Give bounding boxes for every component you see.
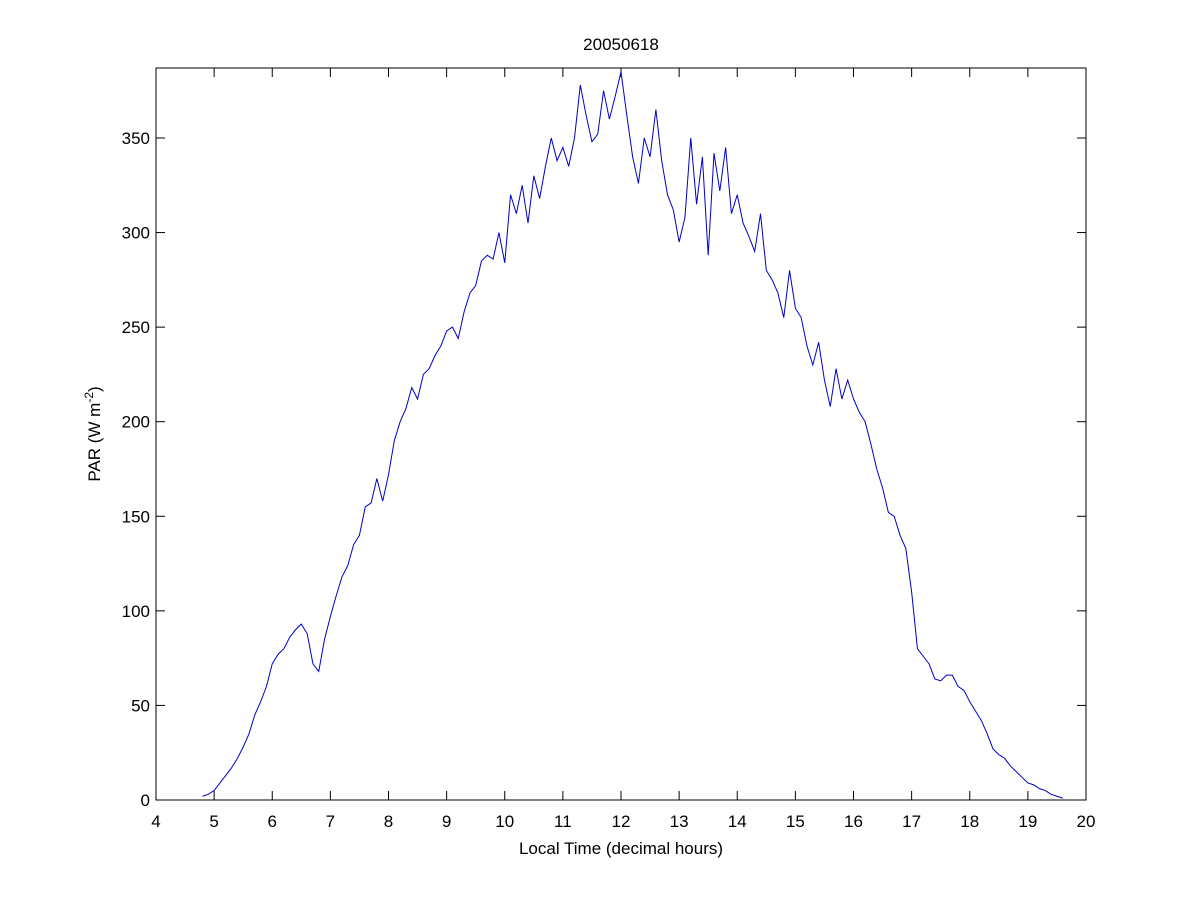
x-tick-label: 18	[960, 812, 979, 831]
y-tick-label: 350	[122, 129, 150, 148]
x-tick-label: 9	[442, 812, 451, 831]
y-axis-label: PAR (W m-2)	[82, 386, 104, 481]
x-tick-label: 15	[786, 812, 805, 831]
y-tick-label: 0	[141, 791, 150, 810]
x-tick-label: 5	[209, 812, 218, 831]
y-axis-label-main: PAR (W m	[85, 403, 104, 482]
plot-area	[156, 68, 1086, 800]
y-axis-label-end: )	[85, 386, 104, 392]
y-tick-label: 250	[122, 318, 150, 337]
y-axis-label-superscript: -2	[82, 392, 96, 403]
x-tick-label: 6	[268, 812, 277, 831]
x-tick-label: 4	[151, 812, 160, 831]
x-tick-label: 10	[495, 812, 514, 831]
y-tick-label: 100	[122, 602, 150, 621]
chart-title: 20050618	[583, 35, 659, 54]
x-tick-label: 14	[728, 812, 747, 831]
axes-box	[155, 67, 1087, 801]
y-tick-label: 200	[122, 413, 150, 432]
x-tick-label: 7	[326, 812, 335, 831]
x-tick-label: 17	[902, 812, 921, 831]
x-tick-label: 19	[1018, 812, 1037, 831]
x-tick-label: 8	[384, 812, 393, 831]
x-axis-label: Local Time (decimal hours)	[519, 839, 723, 858]
data-line	[202, 71, 1063, 799]
x-tick-label: 11	[554, 812, 572, 831]
y-tick-label: 50	[131, 696, 150, 715]
y-tick-label: 300	[122, 224, 150, 243]
x-tick-label: 12	[612, 812, 631, 831]
x-tick-label: 16	[844, 812, 863, 831]
x-tick-label: 20	[1077, 812, 1096, 831]
y-tick-label: 150	[122, 507, 150, 526]
x-tick-label: 13	[670, 812, 689, 831]
